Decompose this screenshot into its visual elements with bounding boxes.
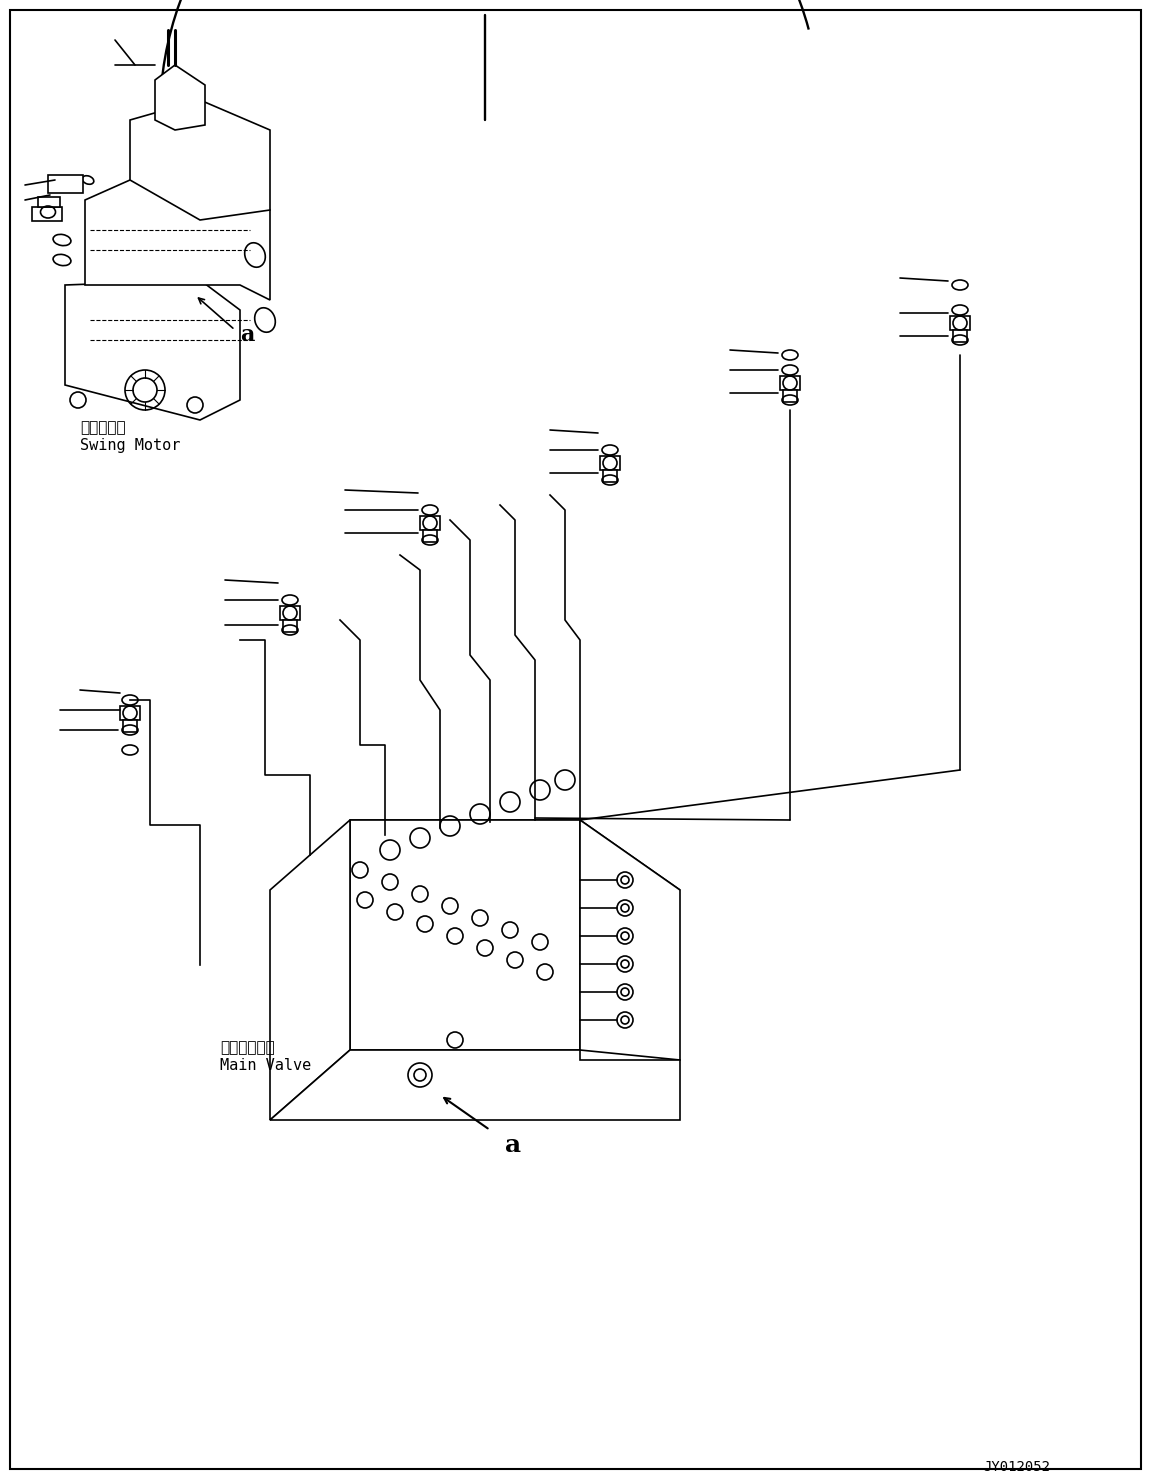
FancyBboxPatch shape [950, 317, 970, 330]
FancyBboxPatch shape [603, 470, 617, 482]
FancyBboxPatch shape [424, 529, 437, 541]
FancyBboxPatch shape [780, 376, 800, 390]
Text: 旋回モータ: 旋回モータ [81, 420, 125, 435]
FancyBboxPatch shape [48, 175, 83, 192]
Polygon shape [580, 819, 680, 1060]
FancyBboxPatch shape [120, 705, 140, 720]
FancyBboxPatch shape [280, 606, 300, 620]
Text: メインバルブ: メインバルブ [220, 1040, 275, 1055]
Polygon shape [270, 819, 350, 1120]
Polygon shape [64, 280, 241, 420]
Polygon shape [350, 819, 580, 1050]
Polygon shape [130, 101, 270, 220]
FancyBboxPatch shape [123, 720, 137, 732]
Polygon shape [155, 65, 205, 130]
Text: JY012052: JY012052 [983, 1460, 1050, 1475]
FancyBboxPatch shape [600, 456, 620, 470]
Polygon shape [350, 819, 680, 890]
FancyBboxPatch shape [283, 620, 297, 632]
FancyBboxPatch shape [420, 516, 440, 529]
Polygon shape [270, 1050, 680, 1120]
FancyBboxPatch shape [38, 197, 60, 207]
Text: a: a [241, 324, 254, 346]
FancyBboxPatch shape [32, 207, 62, 220]
Text: a: a [505, 1133, 521, 1157]
FancyBboxPatch shape [783, 390, 796, 402]
Polygon shape [85, 180, 270, 300]
Text: Main Valve: Main Valve [220, 1057, 311, 1072]
Text: Swing Motor: Swing Motor [81, 438, 181, 453]
FancyBboxPatch shape [953, 330, 967, 342]
